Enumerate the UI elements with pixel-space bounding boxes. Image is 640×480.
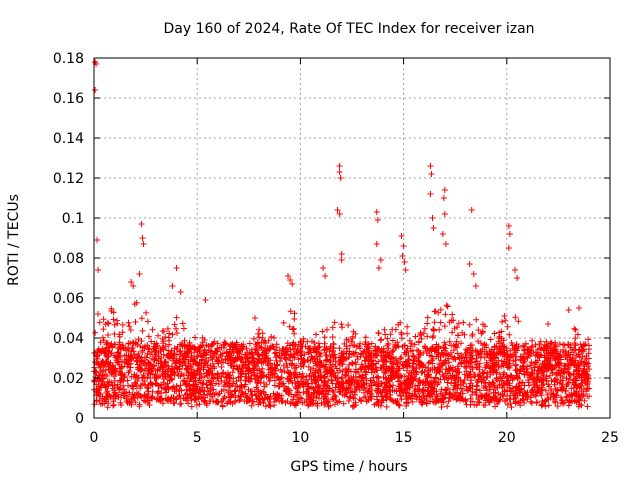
data-point — [173, 265, 180, 271]
data-point — [285, 273, 292, 279]
data-point — [565, 307, 572, 313]
x-tick-label: 0 — [90, 430, 99, 446]
data-point — [377, 257, 384, 263]
data-point — [512, 267, 519, 273]
data-point — [177, 289, 184, 295]
data-point — [439, 231, 446, 237]
data-point — [401, 259, 408, 265]
y-tick-label: 0.02 — [53, 371, 84, 387]
data-point — [139, 235, 146, 241]
x-tick-label: 25 — [601, 430, 619, 446]
data-point — [95, 267, 102, 273]
data-point — [398, 233, 405, 239]
data-point — [576, 305, 583, 311]
data-point — [374, 217, 381, 223]
data-point — [336, 169, 343, 175]
data-point — [373, 209, 380, 215]
data-point — [94, 237, 101, 243]
data-point — [322, 273, 329, 279]
data-point — [545, 321, 552, 327]
chart-title: Day 160 of 2024, Rate Of TEC Index for r… — [163, 21, 534, 37]
x-tick-label: 10 — [291, 430, 309, 446]
data-point — [506, 231, 513, 237]
data-point — [336, 163, 343, 169]
data-point — [202, 297, 209, 303]
data-point — [287, 277, 294, 283]
data-point — [514, 275, 521, 281]
data-point — [400, 243, 407, 249]
y-tick-label: 0 — [75, 411, 84, 427]
x-tick-label: 15 — [395, 430, 413, 446]
data-point — [251, 315, 258, 321]
data-point — [337, 175, 344, 181]
data-point — [402, 267, 409, 273]
data-point — [375, 265, 382, 271]
data-point — [336, 211, 343, 217]
axis-ticks: 0 0.02 0.04 0.06 0.08 0.1 0.12 0.14 0.16 0.18 0 5 10… — [53, 51, 619, 446]
data-point — [429, 215, 436, 221]
data-point — [338, 251, 345, 257]
y-tick-label: 0.12 — [53, 171, 84, 187]
data-point — [320, 265, 327, 271]
x-tick-label: 5 — [193, 430, 202, 446]
x-tick-label: 20 — [498, 430, 516, 446]
y-tick-label: 0.08 — [53, 251, 84, 267]
data-point — [136, 271, 143, 277]
y-tick-label: 0.18 — [53, 51, 84, 67]
data-point — [441, 187, 448, 193]
x-axis-label: GPS time / hours — [290, 459, 407, 475]
data-point — [169, 283, 176, 289]
y-axis-label: ROTI / TECUs — [6, 194, 22, 286]
data-point — [130, 283, 137, 289]
y-tick-label: 0.14 — [53, 131, 84, 147]
data-point — [442, 241, 449, 247]
data-point — [92, 87, 99, 93]
data-point — [140, 241, 147, 247]
y-tick-label: 0.16 — [53, 91, 84, 107]
data-point — [466, 261, 473, 267]
data-point — [138, 221, 145, 227]
data-point — [505, 223, 512, 229]
data-point — [334, 207, 341, 213]
y-tick-label: 0.1 — [62, 211, 84, 227]
data-point — [468, 207, 475, 213]
data-point — [505, 245, 512, 251]
y-tick-label: 0.04 — [53, 331, 84, 347]
data-point — [338, 257, 345, 263]
data-point — [289, 281, 296, 287]
plot-frame — [93, 57, 611, 419]
data-point — [427, 191, 434, 197]
data-point — [430, 225, 437, 231]
data-point — [427, 163, 434, 169]
data-point — [373, 241, 380, 247]
data-point — [472, 283, 479, 289]
point-cloud — [91, 299, 593, 411]
data-point — [128, 279, 135, 285]
y-tick-label: 0.06 — [53, 291, 84, 307]
data-points — [91, 59, 593, 411]
data-point — [399, 253, 406, 259]
data-point — [440, 195, 447, 201]
grid-lines — [94, 58, 610, 418]
data-point — [428, 171, 435, 177]
data-point — [441, 211, 448, 217]
data-point — [470, 271, 477, 277]
